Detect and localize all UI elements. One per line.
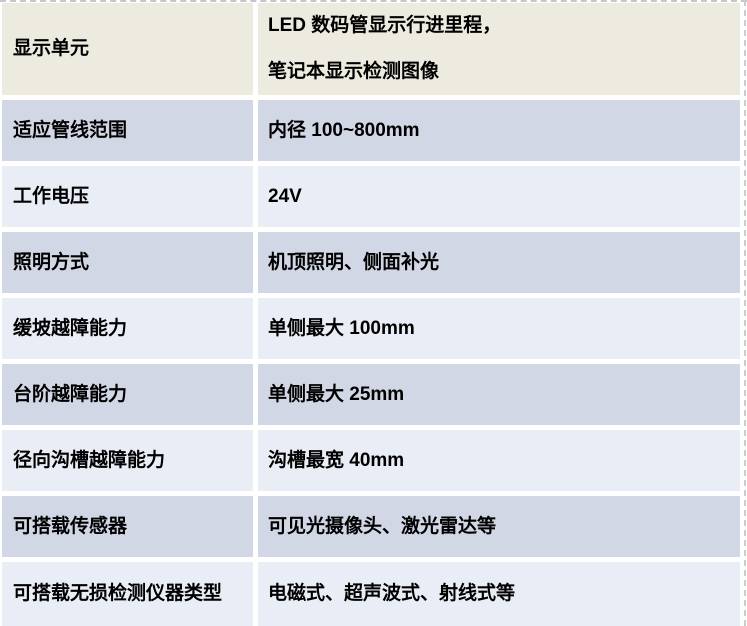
spec-value: 可见光摄像头、激光雷达等 (268, 515, 497, 537)
spec-value-cell: 24V (258, 166, 740, 227)
spec-label: 缓坡越障能力 (13, 317, 128, 339)
spec-value: 沟槽最宽 40mm (268, 449, 405, 471)
spec-value-line: 笔记本显示检测图像 (268, 61, 440, 82)
spec-label: 照明方式 (13, 251, 90, 273)
spec-label: 适应管线范围 (13, 119, 128, 141)
spec-value-cell: 沟槽最宽 40mm (258, 430, 740, 491)
spec-label-cell: 台阶越障能力 (2, 364, 253, 425)
spec-label-cell: 显示单元 (2, 3, 253, 95)
spec-value-cell: 机顶照明、侧面补光 (258, 232, 740, 293)
spec-value: 单侧最大 100mm (268, 317, 415, 339)
spec-label: 径向沟槽越障能力 (13, 449, 166, 471)
spec-value-cell: 电磁式、超声波式、射线式等 (258, 562, 740, 626)
spec-value: 机顶照明、侧面补光 (268, 251, 440, 273)
table-top-gridline (0, 0, 747, 2)
spec-label: 可搭载无损检测仪器类型 (13, 583, 223, 605)
spec-label-cell: 可搭载无损检测仪器类型 (2, 562, 253, 626)
spec-table: 显示单元 LED 数码管显示行进里程， 笔记本显示检测图像 适应管线范围 内径 … (2, 3, 740, 626)
spec-label: 可搭载传感器 (13, 515, 128, 537)
table-right-gridline (744, 0, 746, 626)
spec-label-cell: 可搭载传感器 (2, 496, 253, 557)
spec-label-cell: 缓坡越障能力 (2, 298, 253, 359)
spec-value-cell: LED 数码管显示行进里程， 笔记本显示检测图像 (258, 3, 740, 95)
spec-value: 单侧最大 25mm (268, 383, 405, 405)
table-row: 径向沟槽越障能力 沟槽最宽 40mm (2, 430, 740, 491)
spec-label: 台阶越障能力 (13, 383, 128, 405)
spec-value-cell: 可见光摄像头、激光雷达等 (258, 496, 740, 557)
spec-value-line: LED 数码管显示行进里程， (268, 15, 502, 36)
spec-label-cell: 照明方式 (2, 232, 253, 293)
table-row: 缓坡越障能力 单侧最大 100mm (2, 298, 740, 359)
table-row: 适应管线范围 内径 100~800mm (2, 100, 740, 161)
table-row: 工作电压 24V (2, 166, 740, 227)
spec-label-cell: 工作电压 (2, 166, 253, 227)
spec-value: 电磁式、超声波式、射线式等 (268, 583, 516, 605)
table-row: 可搭载无损检测仪器类型 电磁式、超声波式、射线式等 (2, 562, 740, 626)
table-row: 照明方式 机顶照明、侧面补光 (2, 232, 740, 293)
spec-label: 显示单元 (13, 38, 90, 60)
spec-value: 内径 100~800mm (268, 119, 420, 141)
spec-value-cell: 单侧最大 25mm (258, 364, 740, 425)
table-row: 显示单元 LED 数码管显示行进里程， 笔记本显示检测图像 (2, 3, 740, 95)
spec-label-cell: 径向沟槽越障能力 (2, 430, 253, 491)
spec-value: 24V (268, 185, 302, 207)
table-row: 可搭载传感器 可见光摄像头、激光雷达等 (2, 496, 740, 557)
spec-value-cell: 内径 100~800mm (258, 100, 740, 161)
spec-label: 工作电压 (13, 185, 90, 207)
table-row: 台阶越障能力 单侧最大 25mm (2, 364, 740, 425)
spec-label-cell: 适应管线范围 (2, 100, 253, 161)
spec-value-cell: 单侧最大 100mm (258, 298, 740, 359)
